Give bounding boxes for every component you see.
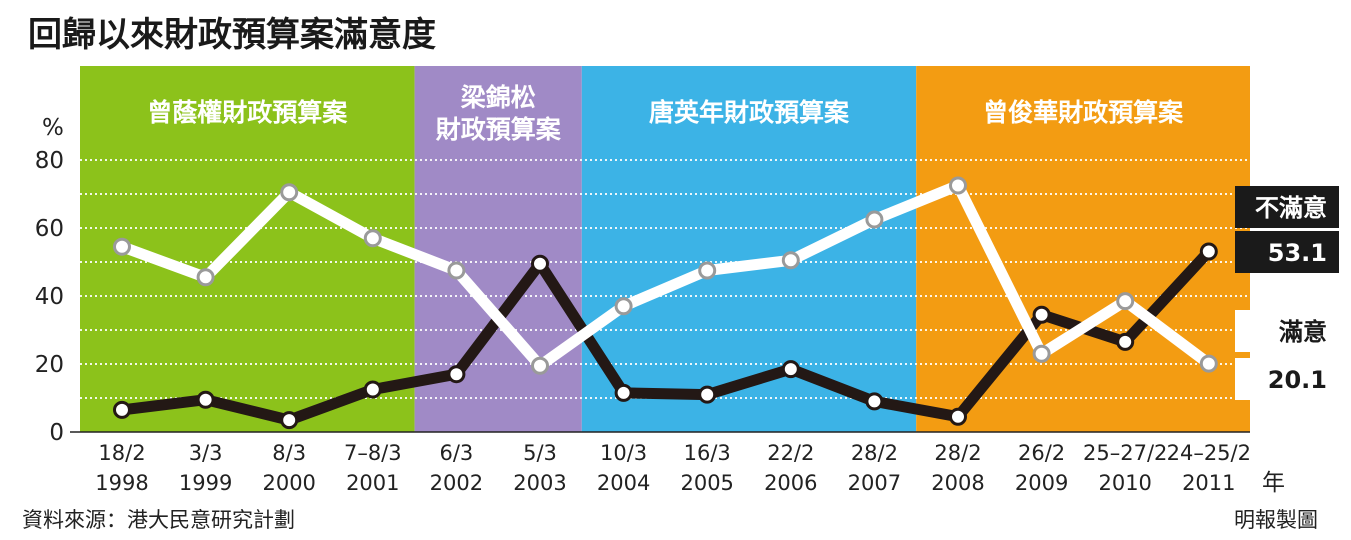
x-tick-date: 26/2 [1018, 441, 1065, 465]
x-tick-date: 6/3 [440, 441, 474, 465]
x-tick-labels: 18/2 1998 3/3 1999 8/3 2000 7–8/3 2001 6/3 2002 5/… [95, 441, 1251, 495]
x-tick-year: 2009 [1015, 471, 1068, 495]
point-satisfied [1032, 305, 1051, 324]
x-tick-date: 16/3 [684, 441, 731, 465]
point-dissatisfied [1116, 292, 1135, 311]
y-axis-unit: % [42, 115, 64, 141]
point-satisfied [196, 390, 215, 409]
point-satisfied [614, 383, 633, 402]
x-tick-year: 2000 [262, 471, 315, 495]
point-satisfied [698, 385, 717, 404]
legend-tag-value [1235, 231, 1339, 273]
point-dissatisfied [949, 176, 967, 195]
point-dissatisfied [531, 356, 549, 375]
y-tick-labels: 0 20 40 60 80 [35, 148, 64, 446]
y-tick-label: 60 [35, 216, 64, 242]
x-tick-year: 2006 [764, 471, 817, 495]
point-dissatisfied [447, 261, 466, 280]
x-tick-date: 8/3 [272, 441, 306, 465]
point-satisfied [949, 407, 967, 426]
point-satisfied [1116, 332, 1135, 351]
era-band [581, 66, 917, 432]
y-tick-label: 40 [35, 284, 64, 310]
point-dissatisfied [1199, 354, 1218, 373]
point-satisfied [865, 392, 884, 411]
x-tick-date: 10/3 [600, 441, 647, 465]
x-tick-year: 1999 [179, 471, 232, 495]
point-dissatisfied [196, 268, 215, 287]
point-dissatisfied [280, 183, 299, 202]
point-satisfied [531, 254, 549, 273]
point-dissatisfied [113, 237, 131, 256]
era-label: 曾俊華財政預算案 [983, 98, 1184, 127]
y-tick-label: 0 [49, 420, 64, 446]
x-tick-date: 3/3 [189, 441, 223, 465]
era-label: 梁錦松 [460, 83, 536, 112]
x-tick-year: 2003 [513, 471, 566, 495]
series-line-dissatisfied [116, 180, 1215, 372]
x-tick-date: 5/3 [523, 441, 557, 465]
x-tick-year: 2008 [931, 471, 984, 495]
x-tick-date: 7–8/3 [344, 441, 402, 465]
x-tick-date: 28/2 [851, 441, 898, 465]
x-tick-year: 2010 [1098, 471, 1151, 495]
y-tick-label: 80 [35, 148, 64, 174]
point-dissatisfied [865, 210, 884, 229]
chart-title: 回歸以來財政預算案滿意度 [28, 15, 436, 55]
legend-tag-name [1235, 310, 1339, 352]
era-label: 財政預算案 [436, 115, 562, 144]
legend-tags: 不滿意 53.1 滿意 20.1 [1235, 186, 1339, 400]
era-band [916, 66, 1250, 432]
era-band [414, 66, 582, 432]
point-dissatisfied [781, 251, 800, 270]
x-tick-year: 2011 [1182, 471, 1235, 495]
x-tick-date: 25–27/2 [1083, 441, 1167, 465]
legend-tag-name-text: 不滿意 [1255, 194, 1327, 222]
point-satisfied [363, 380, 382, 399]
legend-tag-value-text: 20.1 [1268, 366, 1327, 394]
x-tick-date: 28/2 [934, 441, 981, 465]
point-dissatisfied [614, 297, 633, 316]
point-satisfied [781, 360, 800, 379]
x-tick-date: 24–25/2 [1167, 441, 1251, 465]
era-label: 唐英年財政預算案 [649, 98, 850, 127]
point-dissatisfied [363, 229, 382, 248]
x-tick-year: 2007 [848, 471, 901, 495]
legend-tag-value [1235, 358, 1339, 400]
credit-note: 明報製圖 [1234, 508, 1318, 532]
x-tick-date: 18/2 [98, 441, 145, 465]
x-tick-date: 22/2 [767, 441, 814, 465]
x-tick-year: 2002 [430, 471, 483, 495]
series-lines [113, 176, 1218, 430]
x-axis-unit: 年 [1262, 470, 1285, 496]
point-satisfied [447, 365, 466, 384]
era-label: 曾蔭權財政預算案 [147, 98, 348, 127]
point-satisfied [280, 411, 299, 430]
legend-tag-name-text: 滿意 [1279, 318, 1327, 346]
point-dissatisfied [1032, 344, 1051, 363]
x-tick-year: 2001 [346, 471, 399, 495]
source-note: 資料來源：港大民意研究計劃 [22, 508, 295, 532]
legend-tag-value-text: 53.1 [1268, 239, 1327, 267]
legend-tag-name [1235, 186, 1339, 228]
point-satisfied [113, 400, 131, 419]
y-tick-label: 20 [35, 352, 64, 378]
x-tick-year: 1998 [95, 471, 148, 495]
x-tick-year: 2004 [597, 471, 650, 495]
x-tick-year: 2005 [680, 471, 733, 495]
point-dissatisfied [698, 261, 717, 280]
point-satisfied [1199, 242, 1218, 261]
